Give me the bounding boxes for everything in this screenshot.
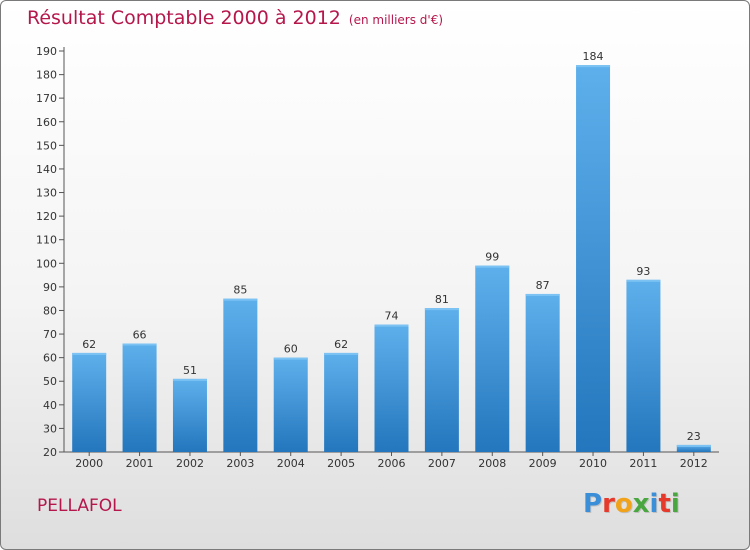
- bar-2012: [676, 444, 711, 452]
- y-tick-label: 60: [43, 352, 57, 365]
- y-tick-label: 40: [43, 399, 57, 412]
- y-tick-label: 110: [36, 234, 57, 247]
- data-label-2006: 74: [385, 310, 399, 323]
- y-tick-label: 180: [36, 69, 57, 82]
- bar-2007: [424, 308, 459, 452]
- x-tick-label-2011: 2011: [629, 457, 657, 470]
- data-label-2003: 85: [233, 284, 247, 297]
- data-label-2008: 99: [485, 251, 499, 264]
- bar-top-edge: [324, 352, 359, 355]
- data-label-2007: 81: [435, 293, 449, 306]
- x-tick-label-2005: 2005: [327, 457, 355, 470]
- y-tick-label: 20: [43, 446, 57, 459]
- bar-top-edge: [475, 265, 510, 268]
- x-tick-label-2009: 2009: [529, 457, 557, 470]
- bar-2009: [525, 293, 560, 452]
- bar-top-edge: [576, 65, 611, 68]
- y-tick-label: 100: [36, 257, 57, 270]
- y-tick-label: 90: [43, 281, 57, 294]
- chart-subtitle: (en milliers d'€): [348, 13, 444, 27]
- logo-letter: i: [649, 489, 659, 519]
- y-tick-label: 80: [43, 304, 57, 317]
- data-label-2004: 60: [284, 343, 298, 356]
- logo-letter: r: [602, 489, 615, 519]
- y-tick-label: 70: [43, 328, 57, 341]
- y-tick-label: 190: [36, 45, 57, 58]
- bar-top-edge: [72, 352, 107, 355]
- bar-top-edge: [525, 293, 560, 296]
- y-tick-label: 30: [43, 422, 57, 435]
- bar-2008: [475, 265, 510, 452]
- bar-2005: [324, 352, 359, 452]
- y-tick-label: 140: [36, 163, 57, 176]
- x-tick-label-2006: 2006: [378, 457, 406, 470]
- chart-title-text: Résultat Comptable 2000 à 2012: [27, 7, 341, 29]
- y-tick-label: 170: [36, 92, 57, 105]
- bar-2002: [172, 378, 207, 452]
- bar-2003: [223, 298, 258, 452]
- logo-letter: x: [632, 489, 650, 519]
- y-tick-label: 150: [36, 139, 57, 152]
- bar-2006: [374, 324, 409, 452]
- bar-top-edge: [676, 444, 711, 447]
- bar-top-edge: [374, 324, 409, 327]
- y-tick-label: 120: [36, 210, 57, 223]
- data-label-2010: 184: [583, 50, 604, 63]
- logo-letter: o: [614, 489, 633, 519]
- bar-2010: [576, 65, 611, 452]
- data-label-2009: 87: [536, 279, 550, 292]
- proxiti-logo: Proxiti: [583, 489, 680, 519]
- commune-name: PELLAFOL: [37, 496, 122, 516]
- x-tick-label-2007: 2007: [428, 457, 456, 470]
- x-tick-label-2010: 2010: [579, 457, 607, 470]
- data-label-2001: 66: [133, 328, 147, 341]
- data-label-2005: 62: [334, 338, 348, 351]
- logo-letter: i: [670, 489, 680, 519]
- x-tick-label-2012: 2012: [680, 457, 708, 470]
- y-tick-label: 160: [36, 116, 57, 129]
- data-label-2011: 93: [636, 265, 650, 278]
- logo-letter: P: [583, 489, 603, 519]
- x-tick-label-2003: 2003: [226, 457, 254, 470]
- x-tick-label-2001: 2001: [126, 457, 154, 470]
- chart-title: Résultat Comptable 2000 à 2012 (en millie…: [27, 7, 443, 29]
- x-tick-label-2002: 2002: [176, 457, 204, 470]
- bar-2000: [72, 352, 107, 452]
- data-label-2000: 62: [82, 338, 96, 351]
- y-tick-label: 50: [43, 375, 57, 388]
- logo-letter: t: [658, 489, 671, 519]
- data-label-2002: 51: [183, 364, 197, 377]
- bar-top-edge: [424, 308, 459, 311]
- bar-2011: [626, 279, 661, 452]
- x-tick-label-2004: 2004: [277, 457, 305, 470]
- bar-2001: [122, 343, 157, 452]
- y-tick-label: 130: [36, 187, 57, 200]
- bar-top-edge: [122, 343, 157, 346]
- x-tick-label-2008: 2008: [478, 457, 506, 470]
- data-label-2012: 23: [687, 430, 701, 443]
- bar-top-edge: [223, 298, 258, 301]
- bar-top-edge: [172, 378, 207, 381]
- bar-top-edge: [626, 279, 661, 282]
- bar-2004: [273, 357, 308, 452]
- x-tick-label-2000: 2000: [75, 457, 103, 470]
- bar-top-edge: [273, 357, 308, 360]
